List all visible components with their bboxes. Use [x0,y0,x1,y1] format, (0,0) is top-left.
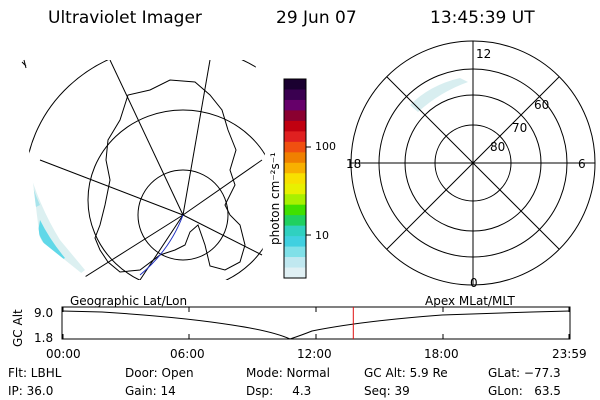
colorbar-band [284,225,306,237]
timeline-xtick-2359: 23:59 [552,347,587,361]
mlt-label-6: 6 [578,157,586,171]
colorbar-band [284,141,306,153]
filter-info: Flt: LBHL [8,366,62,380]
timeline-left-title: Geographic Lat/Lon [70,294,188,308]
mlt-label-0: 0 [470,276,478,290]
mode-info: Mode: Normal [246,366,330,380]
colorbar-band [284,131,306,143]
mlat-label-70: 70 [512,121,528,135]
colorbar-tick-100: 100 [315,140,336,153]
map-mark [21,59,27,69]
polar-plot [350,40,596,286]
timeline-ytick-high: 9.0 [34,306,54,320]
glat-info: GLat: −77.3 [488,366,561,380]
colorbar-band [284,204,306,216]
mlat-label-60: 60 [534,98,550,112]
colorbar-band [284,246,306,258]
altitude-timeline [61,306,571,340]
timeline-ytick-low: 1.8 [34,331,54,345]
polar-diagonal-2 [386,76,560,250]
timeline-xtick-1200: 12:00 [297,347,332,361]
timeline-ticks [62,307,570,339]
colorbar-band [284,173,306,185]
timeline-xtick-1800: 18:00 [424,347,459,361]
door-info: Door: Open [125,366,194,380]
colorbar [283,78,311,279]
colorbar-band [284,152,306,164]
colorbar-band [284,183,306,195]
colorbar-tick-10: 10 [315,229,329,242]
polar-auroral-emission [410,78,468,112]
date-label: 29 Jun 07 [276,8,357,28]
gain-info: Gain: 14 [125,384,176,398]
colorbar-band [284,89,306,101]
colorbar-band [284,267,306,279]
geographic-map [18,59,265,280]
colorbar-band [284,162,306,174]
colorbar-band [284,79,306,91]
mlt-label-18: 18 [346,157,362,171]
glon-info: GLon: 63.5 [488,384,561,398]
colorbar-band [284,120,306,132]
gc-alt-info: GC Alt: 5.9 Re [364,366,448,380]
mlt-label-12: 12 [476,47,492,61]
instrument-title: Ultraviolet Imager [48,8,202,28]
timeline-xtick-0600: 06:00 [170,347,205,361]
dsp-info: Dsp: 4.3 [246,384,312,398]
colorbar-band [284,99,306,112]
time-label: 13:45:39 UT [430,8,535,28]
colorbar-band [284,194,306,206]
colorbar-band [284,257,306,269]
colorbar-band [284,236,306,248]
altitude-curve [61,310,571,340]
colorbar-band [284,110,306,122]
colorbar-band [284,215,306,227]
timeline-xtick-0000: 00:00 [46,347,81,361]
mlat-label-80: 80 [490,140,506,154]
timeline-right-title: Apex MLat/MLT [425,294,515,308]
timeline-ylabel: GC Alt [11,309,25,347]
seq-info: Seq: 39 [364,384,410,398]
ip-info: IP: 36.0 [8,384,54,398]
coastline [94,79,246,273]
orbit-track [139,214,184,276]
